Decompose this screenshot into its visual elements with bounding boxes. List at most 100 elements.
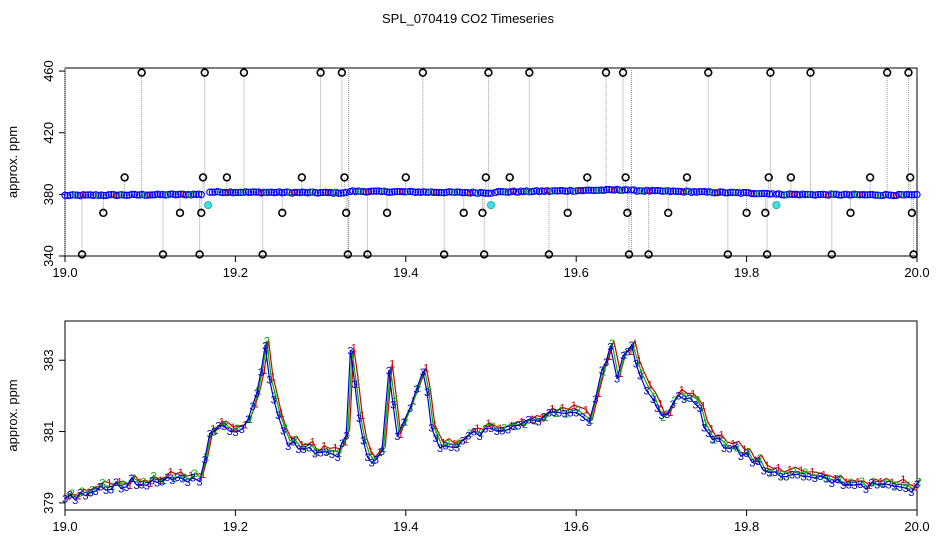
data-point	[97, 191, 105, 199]
data-point	[845, 191, 853, 199]
series-marker: 3	[335, 452, 341, 464]
y-axis-label: approx. ppm	[5, 126, 20, 198]
x-tick-label: 19.6	[564, 519, 589, 534]
data-point	[902, 190, 911, 199]
data-point	[143, 191, 151, 199]
data-point	[608, 186, 616, 194]
series-marker: 3	[221, 421, 227, 433]
outlier-point	[909, 250, 918, 259]
series-marker: 3	[510, 421, 516, 433]
data-point	[367, 187, 375, 195]
data-point	[197, 191, 205, 199]
series-marker: 3	[778, 472, 784, 484]
series-marker: 2	[711, 434, 717, 446]
series-marker: 1	[667, 407, 673, 419]
series-marker: 3	[650, 394, 656, 406]
series-marker: 3	[654, 403, 660, 415]
series-marker: 3	[715, 433, 721, 445]
data-point	[653, 186, 662, 195]
series-marker: 3	[664, 409, 670, 421]
series-marker: 1	[106, 478, 112, 490]
series-marker: 3	[249, 401, 255, 413]
outlier-point	[418, 68, 428, 77]
series-marker: 1	[549, 403, 555, 415]
series-marker: 3	[390, 399, 396, 411]
series-marker: 3	[772, 467, 778, 479]
series-marker: 1	[359, 410, 365, 422]
series-marker: 2	[272, 390, 278, 402]
series-marker: 3	[705, 428, 711, 440]
y-tick-label: 420	[41, 122, 56, 144]
outlier-point	[786, 173, 796, 182]
data-point	[579, 187, 587, 195]
data-point	[321, 188, 330, 196]
data-point	[171, 191, 180, 199]
outlier-point	[222, 173, 232, 182]
data-point	[729, 188, 737, 197]
series-marker: 1	[878, 477, 884, 489]
data-point	[760, 189, 768, 198]
data-point	[627, 186, 636, 194]
series-line	[68, 338, 921, 497]
outlier-point	[77, 250, 87, 259]
data-point	[430, 188, 438, 197]
series-marker: 3	[897, 482, 903, 494]
series-marker: 1	[775, 463, 781, 475]
series-marker: 3	[580, 412, 586, 424]
series-marker: 3	[721, 443, 727, 455]
data-point	[135, 191, 144, 199]
series-marker: 3	[93, 486, 99, 498]
series-marker: 2	[264, 336, 270, 348]
outlier-point	[664, 208, 673, 218]
series-marker: 1	[342, 437, 348, 449]
data-point	[651, 187, 659, 195]
data-point	[298, 188, 307, 196]
series-marker: 3	[197, 477, 203, 489]
series-marker: 3	[190, 473, 196, 485]
data-point	[768, 190, 776, 198]
series-marker: 3	[482, 424, 488, 436]
data-point	[324, 188, 332, 197]
data-point	[237, 188, 245, 196]
series-marker: 2	[89, 484, 95, 496]
series-marker: 1	[497, 423, 503, 435]
data-point	[234, 188, 242, 197]
outlier-point	[682, 173, 692, 182]
series-marker: 3	[207, 428, 213, 440]
data-point	[443, 188, 451, 196]
series-marker: 2	[522, 419, 528, 431]
series-marker: 3	[914, 479, 920, 491]
series-marker: 3	[840, 480, 846, 492]
data-point	[432, 188, 440, 197]
data-point	[411, 188, 420, 197]
outlier-point	[297, 173, 307, 182]
series-marker: 3	[373, 455, 379, 467]
outlier-point	[258, 250, 267, 259]
data-point	[840, 190, 848, 199]
outlier-point	[525, 68, 534, 77]
series-marker: 3	[262, 340, 268, 352]
data-point	[747, 189, 755, 198]
data-point	[148, 191, 157, 199]
series-marker: 2	[181, 472, 187, 484]
data-point	[463, 188, 472, 197]
series-marker: 3	[795, 469, 801, 481]
series-marker: 2	[609, 338, 615, 350]
series-marker: 3	[159, 476, 165, 488]
data-point	[364, 188, 373, 196]
data-point	[817, 190, 825, 199]
series-marker: 3	[67, 490, 73, 502]
x-tick-label: 19.4	[393, 519, 418, 534]
data-point	[910, 191, 919, 199]
series-marker: 1	[137, 477, 143, 489]
data-point	[889, 191, 898, 200]
data-point	[362, 188, 370, 196]
series-marker: 1	[351, 343, 357, 355]
data-point	[401, 188, 409, 196]
series-marker: 1	[299, 439, 305, 451]
series-marker: 2	[542, 412, 548, 424]
series-marker: 1	[647, 380, 653, 392]
data-point	[584, 186, 593, 194]
data-point	[311, 189, 319, 197]
series-marker: 3	[369, 457, 375, 469]
